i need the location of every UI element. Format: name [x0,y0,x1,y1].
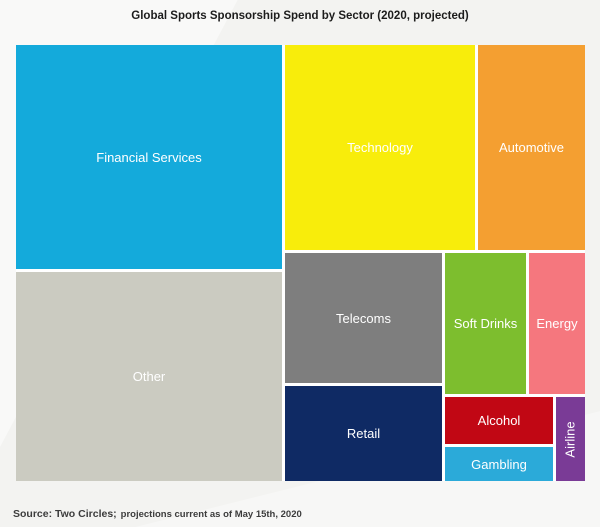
source-label: Source: Two Circles; [13,508,117,520]
treemap-cell-retail: Retail [285,386,442,481]
treemap-cell-label: Soft Drinks [453,316,518,331]
treemap-cell-automotive: Automotive [478,45,585,250]
treemap-cell-gambling: Gambling [445,447,553,481]
source-detail: projections current as of May 15th, 2020 [120,509,302,520]
treemap-cell-label: Automotive [498,140,565,155]
treemap-cell-telecoms: Telecoms [285,253,442,383]
treemap-cell-label: Technology [347,140,413,155]
treemap-cell-label: Financial Services [96,149,202,165]
treemap-cell-label: Energy [536,316,578,331]
treemap-cell-soft-drinks: Soft Drinks [445,253,526,394]
source-note: Source: Two Circles; projections current … [13,504,302,522]
treemap-cell-label: Telecoms [336,310,391,326]
treemap-cell-technology: Technology [285,45,475,250]
treemap: Financial Services Technology Automotive Ot… [16,45,585,481]
treemap-cell-alcohol: Alcohol [445,397,553,444]
treemap-cell-energy: Energy [529,253,585,394]
treemap-cell-financial-services: Financial Services [16,45,282,269]
treemap-cell-label: Alcohol [477,413,521,428]
treemap-cell-label: Gambling [471,456,527,472]
treemap-cell-other: Other [16,272,282,481]
treemap-cell-airline: Airline [556,397,585,481]
chart-title: Global Sports Sponsorship Spend by Secto… [131,10,469,22]
treemap-cell-label: Other [132,369,166,384]
treemap-cell-label: Retail [346,426,381,441]
treemap-cell-label: Airline [563,420,578,458]
